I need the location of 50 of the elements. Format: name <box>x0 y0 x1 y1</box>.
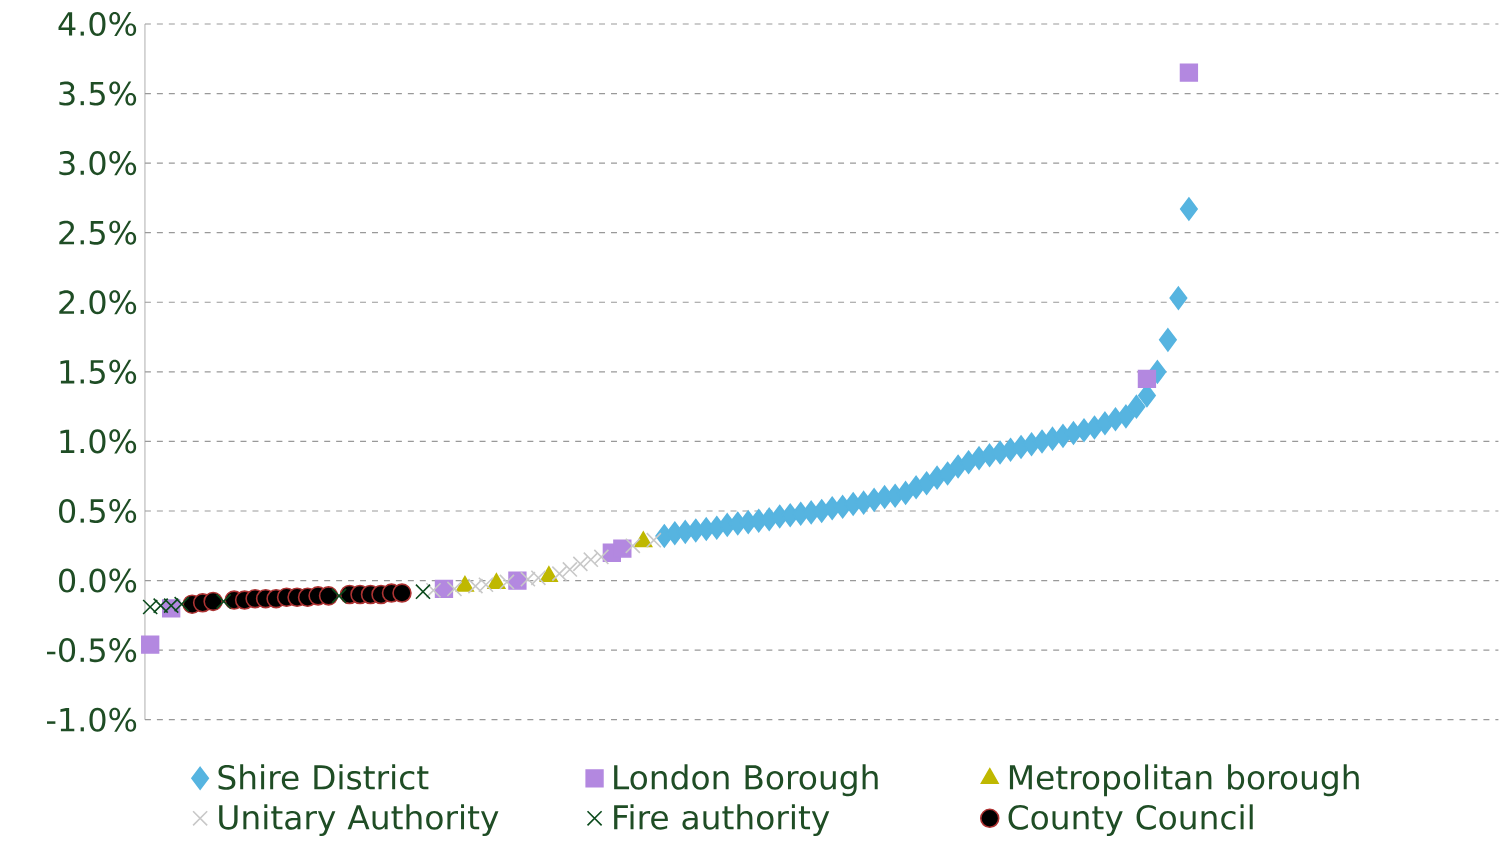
point <box>425 582 442 599</box>
point <box>152 597 169 614</box>
point <box>583 552 599 568</box>
point <box>163 597 180 614</box>
point <box>1116 404 1135 429</box>
point <box>499 574 515 590</box>
point <box>1137 369 1157 389</box>
legend-label: County Council <box>1008 804 1253 837</box>
point <box>1158 328 1177 352</box>
point <box>141 635 160 654</box>
point <box>593 549 610 565</box>
legend-label: Fire authority <box>614 804 830 837</box>
y-tick-label: 4.0% <box>58 12 137 37</box>
point <box>572 556 589 572</box>
point <box>173 596 190 613</box>
y-tick-label: 0.5% <box>59 499 137 524</box>
legend-label: Unitary Authority <box>219 804 499 837</box>
legend-label: London Borough <box>614 764 878 797</box>
point <box>530 570 547 586</box>
point <box>562 561 578 578</box>
point <box>1179 197 1198 221</box>
legend-label: Metropolitan borough <box>1009 764 1359 797</box>
point <box>624 538 641 554</box>
legend-label: Shire District <box>218 764 429 790</box>
point <box>446 581 463 597</box>
y-tick-label: 1.5% <box>60 359 137 385</box>
point <box>613 539 632 558</box>
point <box>331 588 347 604</box>
y-tick-label: -1.0% <box>47 707 137 732</box>
point <box>645 532 662 549</box>
point <box>392 583 412 604</box>
y-tick-label: 1.0% <box>60 429 137 454</box>
point <box>551 565 568 582</box>
y-tick-label: 2.5% <box>59 220 137 245</box>
y-tick-label: 0.0% <box>59 568 137 593</box>
point <box>415 584 431 600</box>
point <box>487 573 506 590</box>
y-tick-label: 3.0% <box>59 151 137 176</box>
point <box>520 571 536 588</box>
point <box>467 578 484 595</box>
point <box>215 593 232 610</box>
point <box>1127 395 1146 419</box>
point <box>1169 286 1188 311</box>
point <box>478 577 494 593</box>
y-tick-label: 2.0% <box>59 290 137 315</box>
y-tick-label: 3.5% <box>59 81 137 106</box>
point <box>142 599 159 616</box>
point <box>1179 63 1199 83</box>
y-tick-label: -0.5% <box>47 638 137 663</box>
point <box>938 461 957 486</box>
